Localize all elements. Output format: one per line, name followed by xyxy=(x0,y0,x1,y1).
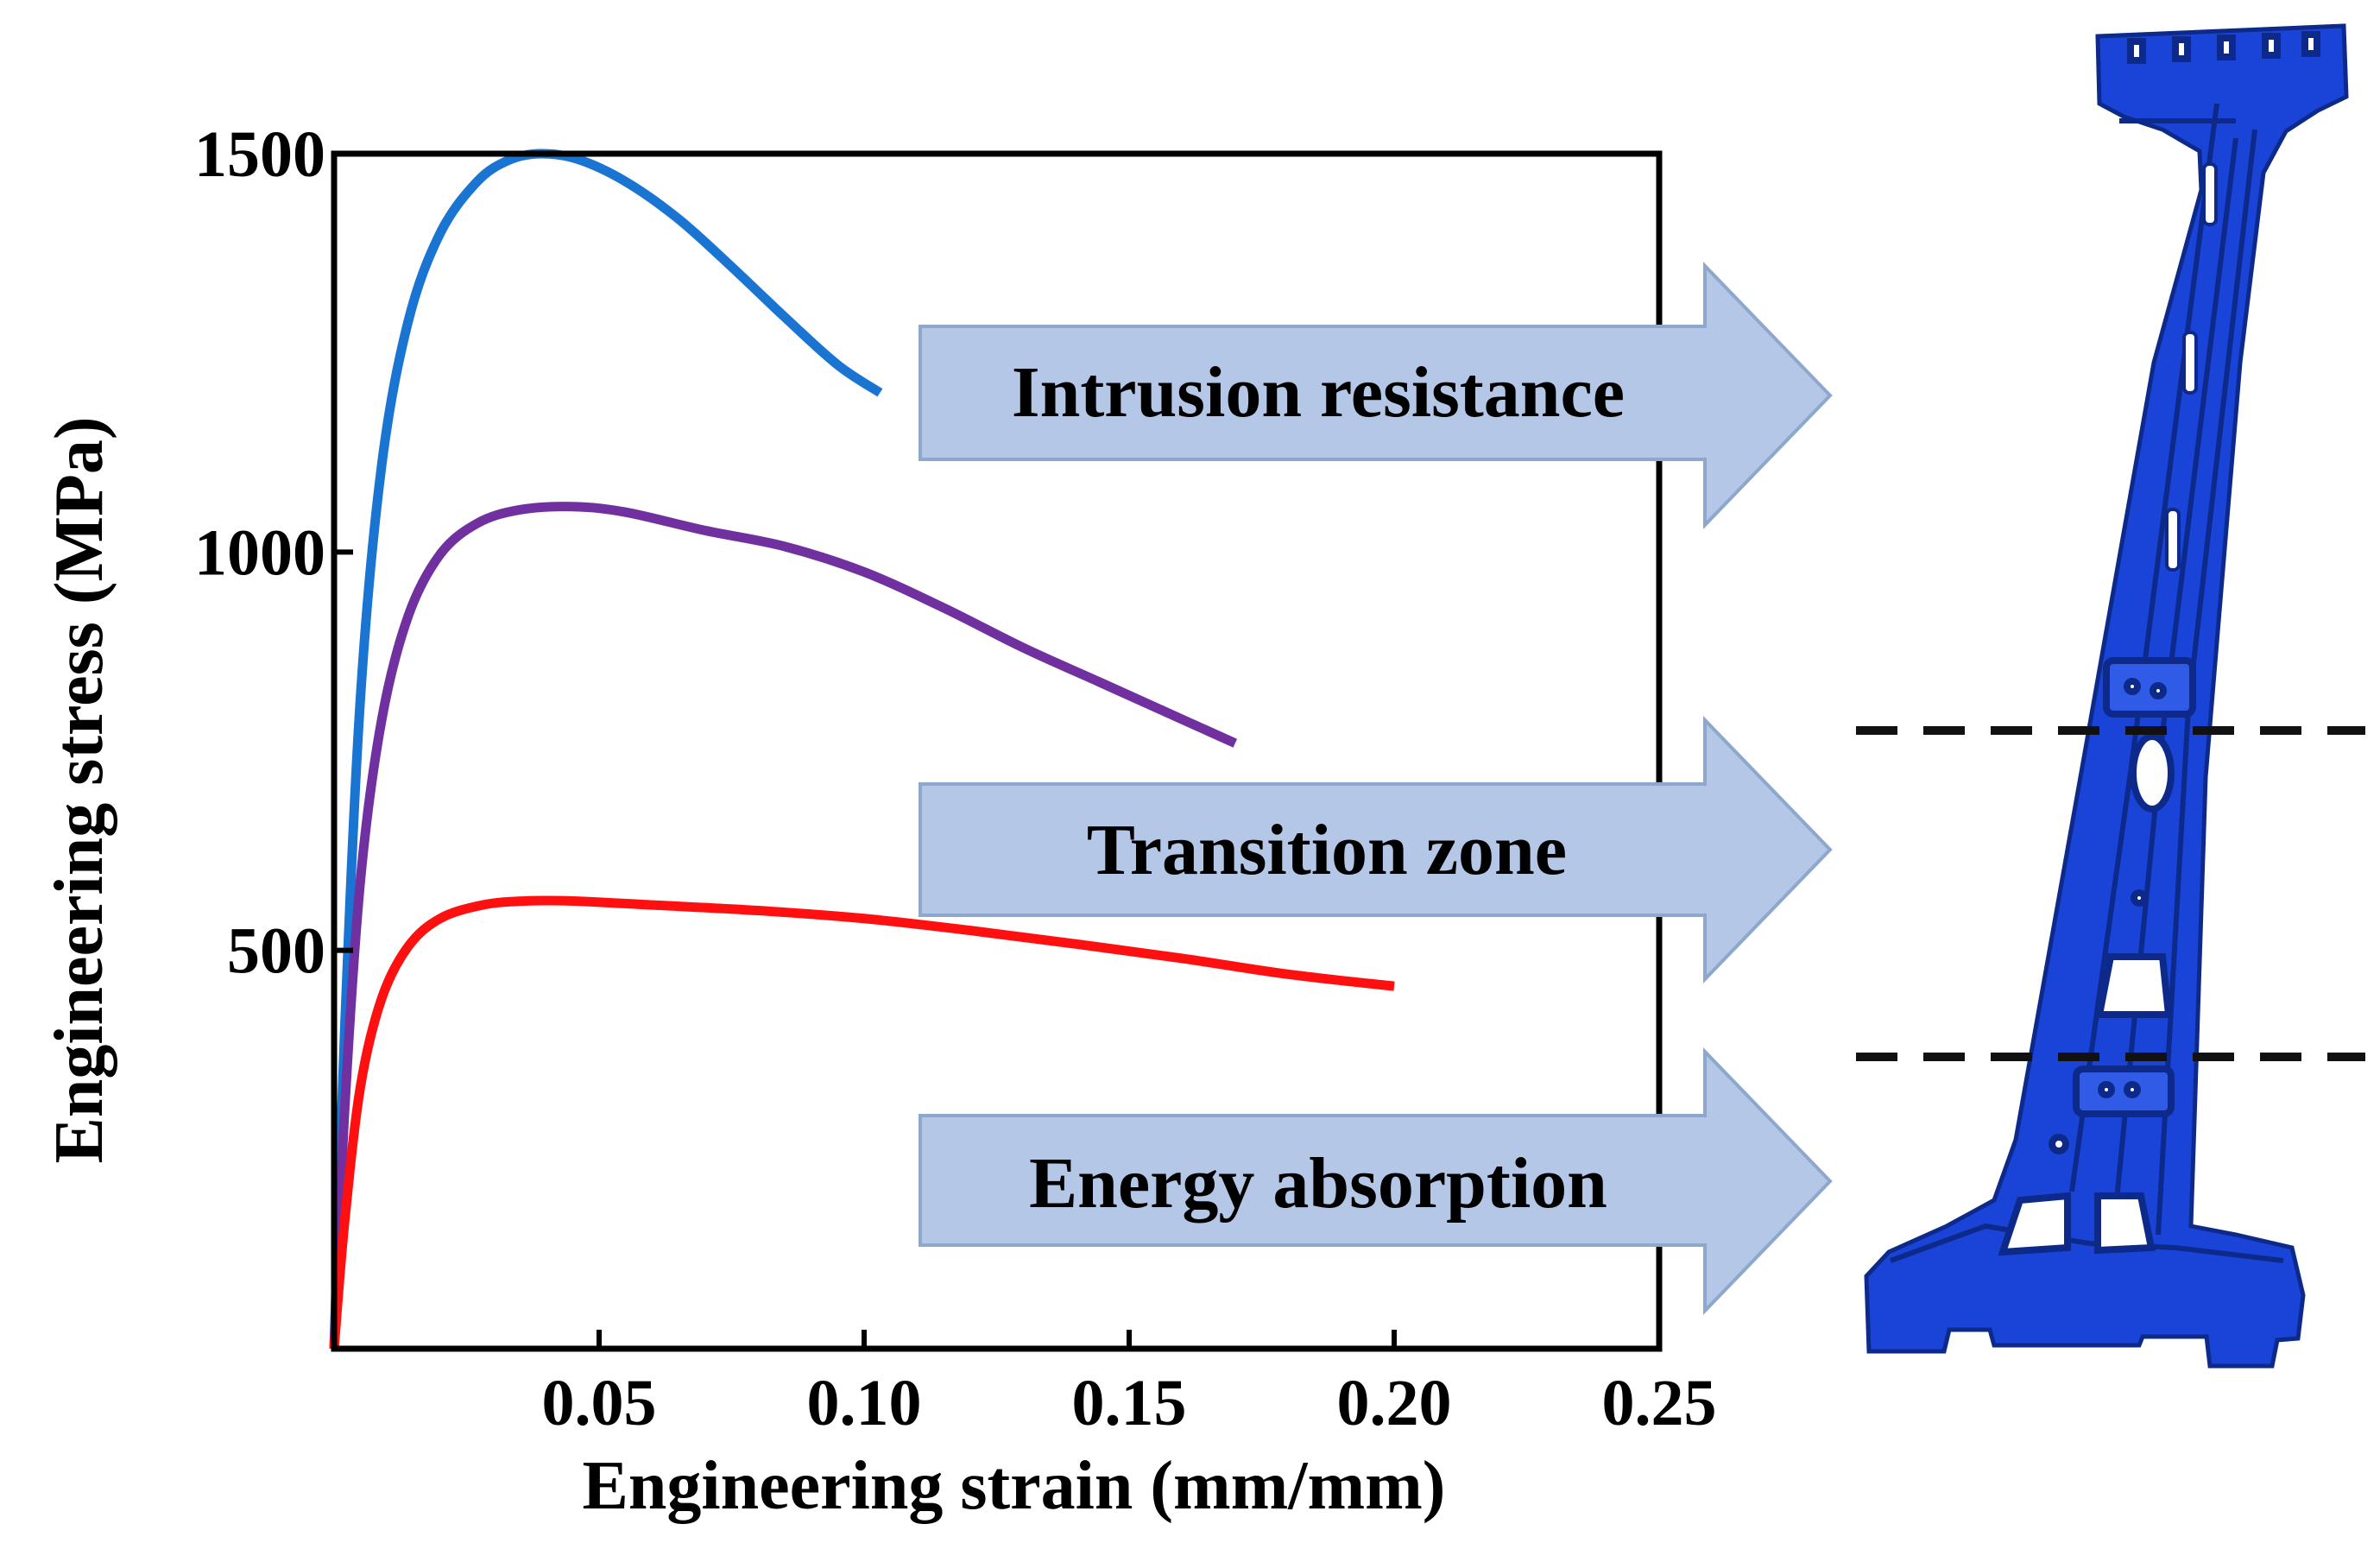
part-opening xyxy=(1998,1192,2071,1256)
arrow-shape xyxy=(919,1047,1833,1315)
part-hole xyxy=(2124,1081,2141,1098)
part-opening xyxy=(2130,733,2175,813)
annotation-arrows: Intrusion resistance Transition zone Ene… xyxy=(919,262,1833,1315)
part-slot xyxy=(2202,162,2218,226)
x-axis-label: Engineering strain (mm/mm) xyxy=(583,1448,1446,1524)
part-hole xyxy=(2217,35,2236,60)
arrow-label-transition-zone: Transition zone xyxy=(1087,810,1567,890)
x-tick-label: 0.25 xyxy=(1602,1367,1717,1439)
part-hole xyxy=(2127,38,2146,64)
y-tick-label: 1000 xyxy=(194,516,325,589)
y-tick-label: 500 xyxy=(227,915,325,988)
series-line-low-strength xyxy=(329,895,1395,1350)
arrow-transition-zone: Transition zone xyxy=(919,716,1833,983)
b-pillar-part-icon xyxy=(1864,23,2349,1369)
part-hole xyxy=(2049,1134,2069,1154)
part-hole xyxy=(2172,36,2191,62)
x-axis: 0.05 0.10 0.15 0.20 0.25 xyxy=(542,1330,1717,1439)
part-hole xyxy=(2150,682,2167,699)
part-channel-line xyxy=(1889,1223,2284,1263)
arrow-intrusion-resistance: Intrusion resistance xyxy=(919,262,1833,529)
stress-strain-chart: 0.05 0.10 0.15 0.20 0.25 500 1000 1500 Enginee… xyxy=(41,118,1717,1524)
series-line-high-strength xyxy=(329,149,883,1350)
y-axis: 500 1000 1500 xyxy=(194,118,353,988)
x-tick-label: 0.05 xyxy=(542,1367,657,1439)
arrow-label-intrusion-resistance: Intrusion resistance xyxy=(1012,352,1625,433)
part-slot xyxy=(2165,508,2181,572)
arrow-shape xyxy=(919,262,1833,529)
part-slot xyxy=(2182,331,2198,395)
arrow-shape xyxy=(919,716,1833,983)
series-layer xyxy=(329,149,1395,1350)
series-line-medium-strength xyxy=(329,502,1238,1350)
part-hole xyxy=(2301,31,2320,57)
part-opening xyxy=(2095,953,2173,1018)
x-tick-label: 0.20 xyxy=(1337,1367,1452,1439)
arrow-label-energy-absorption: Energy absorption xyxy=(1029,1143,1607,1224)
part-reinforcement xyxy=(2103,657,2196,718)
part-hole xyxy=(2131,889,2148,907)
part-hole xyxy=(2098,1081,2115,1098)
plot-frame xyxy=(331,150,1663,1352)
arrow-energy-absorption: Energy absorption xyxy=(919,1047,1833,1315)
x-tick-label: 0.10 xyxy=(807,1367,922,1439)
x-tick-label: 0.15 xyxy=(1072,1367,1187,1439)
part-opening xyxy=(2094,1192,2156,1255)
part-reinforcement xyxy=(2073,1066,2175,1117)
y-tick-label: 1500 xyxy=(194,118,325,191)
part-hole xyxy=(2124,678,2141,695)
y-axis-label: Engineering stress (MPa) xyxy=(41,416,117,1163)
part-hole xyxy=(2262,33,2281,59)
